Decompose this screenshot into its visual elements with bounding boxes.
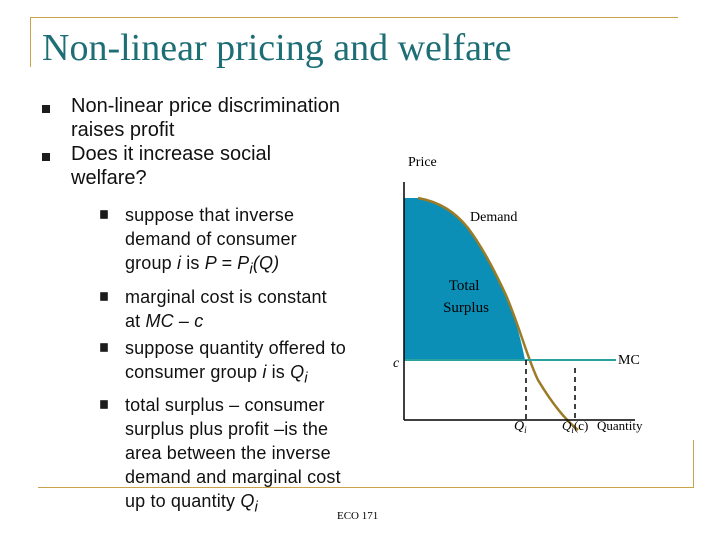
sub-bullet-text: total surplus – consumer surplus plus pr…	[125, 395, 341, 512]
sub-bullet-text: marginal cost is constant at	[125, 286, 327, 331]
slide-title: Non-linear pricing and welfare	[42, 27, 512, 69]
frame-left-rule	[30, 17, 31, 67]
hollow-square-bullet-icon	[100, 400, 108, 410]
bullet-item: Does it increase social welfare? suppose…	[42, 142, 347, 520]
qi-subscript: i	[524, 425, 527, 435]
square-bullet-icon	[42, 105, 50, 113]
total-surplus-label: Total Surplus	[443, 278, 489, 316]
formula: (Q)	[252, 253, 280, 273]
sub-bullet-item: total surplus – consumer surplus plus pr…	[71, 393, 347, 520]
total-surplus-label-line: Total	[449, 278, 480, 294]
hollow-square-bullet-icon	[100, 342, 108, 352]
quantity-axis-label: Quantity	[597, 418, 643, 433]
demand-curve	[417, 196, 579, 431]
sub-bullet-item: marginal cost is constant at MC – c	[71, 285, 347, 333]
sub-bullet-item: suppose that inverse demand of consumer …	[71, 203, 347, 282]
group-variable: i	[176, 253, 182, 273]
formula-subscript: i	[249, 260, 253, 278]
price-axis-label: Price	[408, 155, 437, 170]
formula: P = P	[204, 253, 250, 273]
sub-bullet-item: suppose quantity offered to consumer gro…	[71, 336, 347, 391]
formula: MC – c	[145, 310, 204, 331]
bullet-text: Non-linear price discrimination raises p…	[71, 95, 340, 141]
formula: Q	[240, 491, 255, 512]
qi-axis-label: Qi	[514, 419, 527, 435]
qic-subscript: i	[571, 425, 574, 435]
footer-course-label: ECO 171	[337, 510, 379, 522]
frame-bottom-rule	[38, 487, 694, 488]
bullet-item: Non-linear price discrimination raises p…	[42, 94, 347, 142]
bullet-text: Does it increase social welfare?	[71, 143, 272, 189]
c-axis-label: c	[393, 356, 400, 371]
sub-bullet-text: suppose that inverse demand of consumer …	[125, 205, 297, 273]
demand-label: Demand	[470, 210, 517, 225]
sub-bullet-text: is	[266, 361, 291, 382]
frame-top-rule	[30, 17, 678, 18]
mc-label: MC	[618, 353, 640, 368]
sub-bullet-text: suppose quantity offered to consumer gro…	[125, 337, 346, 382]
total-surplus-label-line: Surplus	[443, 300, 489, 316]
sub-bullet-text: is	[181, 253, 205, 273]
formula: Q	[290, 361, 305, 382]
square-bullet-icon	[42, 153, 50, 161]
qic-axis-label: Qi(c)	[562, 418, 588, 435]
qic-base: Q	[562, 418, 572, 433]
total-surplus-area	[404, 198, 525, 360]
bullet-list: Non-linear price discrimination raises p…	[42, 94, 347, 523]
group-variable: i	[262, 361, 267, 382]
qic-suffix: (c)	[574, 418, 588, 433]
hollow-square-bullet-icon	[100, 291, 108, 301]
sub-bullet-list: suppose that inverse demand of consumer …	[71, 203, 347, 520]
frame-right-rule	[693, 440, 694, 488]
formula-subscript: i	[254, 498, 258, 516]
qi-base: Q	[514, 419, 524, 434]
hollow-square-bullet-icon	[100, 210, 108, 219]
formula-subscript: i	[304, 369, 308, 387]
